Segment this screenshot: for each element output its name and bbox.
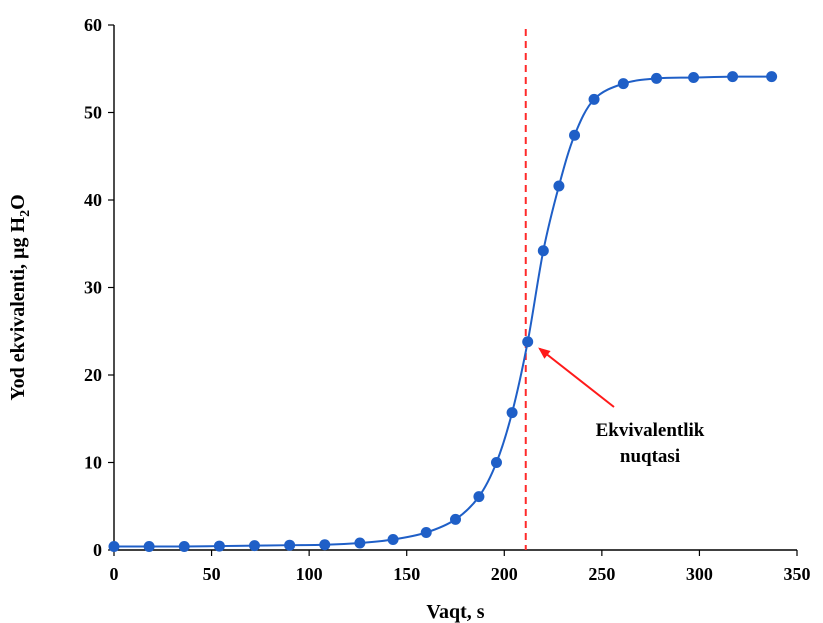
x-tick-label: 200 <box>491 564 518 584</box>
data-point <box>450 513 461 525</box>
data-point <box>473 491 485 503</box>
y-tick-label: 0 <box>93 540 102 560</box>
data-point <box>108 541 120 552</box>
y-tick-label: 60 <box>84 15 102 35</box>
series-layer <box>108 71 778 552</box>
data-point <box>420 527 432 538</box>
x-tick-label: 300 <box>686 564 713 584</box>
data-point <box>387 534 399 545</box>
data-point <box>143 541 155 552</box>
y-tick-label: 40 <box>84 190 102 210</box>
data-point <box>506 407 518 419</box>
data-point <box>569 129 581 141</box>
data-point <box>766 71 778 83</box>
y-tick-label: 20 <box>84 365 102 385</box>
y-tick-label: 50 <box>84 103 102 123</box>
data-point <box>588 93 600 105</box>
x-tick-label: 100 <box>296 564 323 584</box>
x-tick-label: 350 <box>784 564 811 584</box>
data-point <box>727 71 739 83</box>
annotation-text-line: Ekvivalentlik <box>596 420 705 441</box>
series-line <box>114 75 772 548</box>
annotation-layer: Ekvivalentlik nuqtasi <box>538 347 705 467</box>
data-point <box>354 537 366 549</box>
data-point <box>213 540 225 552</box>
data-point <box>650 72 662 84</box>
data-point <box>319 539 331 551</box>
data-point <box>490 457 502 468</box>
data-point <box>688 72 700 83</box>
x-tick-label: 50 <box>203 564 221 584</box>
x-tick-label: 150 <box>393 564 420 584</box>
data-point <box>537 245 549 257</box>
data-point <box>553 180 565 192</box>
annotation-text-line: nuqtasi <box>620 446 680 467</box>
y-tick-label: 30 <box>84 278 102 298</box>
x-axis-title: Vaqt, s <box>426 601 484 623</box>
data-point <box>284 539 296 551</box>
axes: 0 50 100 150 200 250 300 350 0 10 20 30 40 50 60 <box>84 15 811 584</box>
data-point <box>617 78 629 90</box>
y-tick-label: 10 <box>84 453 102 473</box>
x-tick-label: 0 <box>110 564 119 584</box>
x-tick-label: 250 <box>588 564 615 584</box>
y-axis-title: Yod ekvivalenti, µg H2O <box>7 194 33 400</box>
data-point <box>249 540 261 552</box>
annotation-arrow <box>538 347 615 408</box>
data-point <box>178 541 190 552</box>
data-point <box>522 336 534 348</box>
